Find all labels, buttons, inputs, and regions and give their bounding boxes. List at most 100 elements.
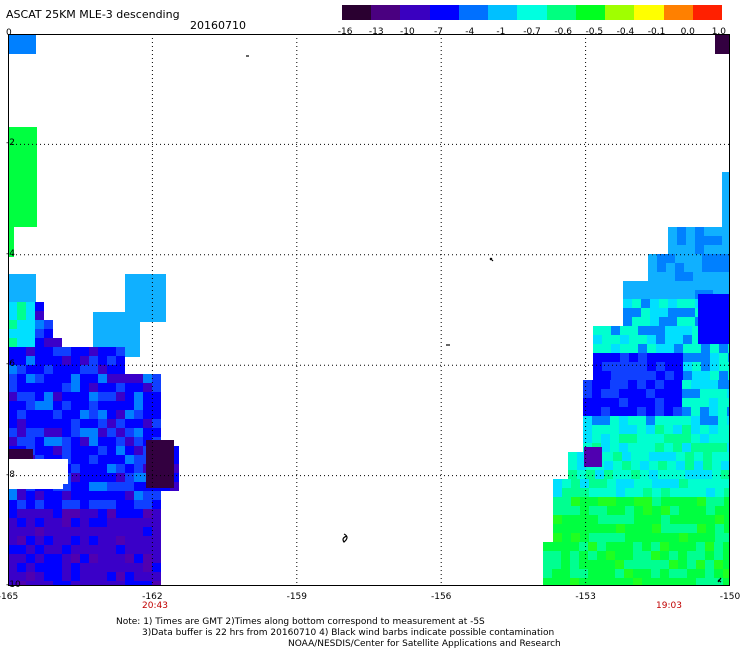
data-cell (624, 542, 633, 551)
data-cell (543, 560, 552, 569)
y-tick-label: 0 (6, 28, 12, 38)
data-cell (80, 392, 89, 401)
data-cell (98, 473, 107, 482)
data-cell (669, 542, 678, 551)
data-cell (723, 578, 730, 586)
data-cell (700, 425, 709, 434)
data-cell (709, 443, 718, 452)
data-cell (116, 563, 125, 572)
data-cell (586, 470, 595, 479)
data-cell (26, 518, 35, 527)
data-cell (53, 428, 62, 437)
data-cell (71, 509, 80, 518)
data-cell (71, 500, 80, 509)
data-cell (17, 437, 26, 446)
data-cell (723, 560, 730, 569)
data-cell (685, 470, 694, 479)
data-cell (579, 578, 588, 586)
data-cell (152, 563, 161, 572)
data-cell (26, 302, 35, 311)
data-cell (625, 533, 634, 542)
data-cell (604, 470, 613, 479)
data-cell (125, 536, 134, 545)
data-cell (89, 365, 98, 374)
data-cell (656, 335, 665, 344)
data-cell (553, 479, 562, 488)
data-cell (53, 446, 62, 455)
data-cell (17, 509, 26, 518)
data-cell (80, 374, 89, 383)
data-cell (17, 311, 26, 320)
data-cell (35, 419, 44, 428)
colorbar-segment (663, 5, 693, 20)
data-cell (648, 272, 657, 281)
data-cell (89, 518, 98, 527)
data-cell (655, 434, 664, 443)
data-cell (152, 572, 161, 581)
data-cell (638, 326, 647, 335)
data-cell (620, 326, 629, 335)
data-cell (643, 488, 652, 497)
data-cell (656, 353, 665, 362)
data-cell (597, 569, 606, 578)
data-cell (601, 380, 610, 389)
data-cell (674, 371, 683, 380)
data-cell (659, 317, 668, 326)
data-cell (125, 374, 134, 383)
data-cell (597, 542, 606, 551)
data-cell (125, 392, 134, 401)
data-cell (652, 524, 661, 533)
data-cell (134, 536, 143, 545)
swath-map (8, 34, 730, 586)
data-cell (80, 356, 89, 365)
data-cell (71, 419, 80, 428)
data-cell (651, 560, 660, 569)
data-cell (116, 455, 125, 464)
data-cell (715, 497, 724, 506)
data-cell (143, 383, 152, 392)
data-cell (718, 443, 727, 452)
data-cell (125, 383, 134, 392)
data-cell (125, 482, 134, 491)
data-cell (713, 245, 722, 254)
data-cell (687, 560, 696, 569)
data-cell (598, 533, 607, 542)
data-cell (727, 434, 730, 443)
data-cell (62, 437, 71, 446)
data-cell (638, 353, 647, 362)
data-cell (107, 392, 116, 401)
wind-swaths (8, 34, 730, 586)
x-tick-label: -165 (0, 592, 19, 602)
data-cell (62, 509, 71, 518)
data-cell (655, 425, 664, 434)
data-cell (71, 383, 80, 392)
data-cell (116, 401, 125, 410)
note-line-3: NOAA/NESDIS/Center for Satellite Applica… (288, 639, 561, 649)
data-cell (89, 455, 98, 464)
data-cell (134, 437, 143, 446)
data-cell (107, 428, 116, 437)
data-cell (107, 572, 116, 581)
data-cell (580, 479, 589, 488)
data-cell (613, 452, 622, 461)
data-cell (643, 497, 652, 506)
data-cell (682, 434, 691, 443)
data-cell (170, 455, 179, 464)
data-cell (620, 353, 629, 362)
data-cell (673, 380, 682, 389)
data-cell (597, 560, 606, 569)
data-cell (633, 542, 642, 551)
data-cell (668, 299, 677, 308)
data-cell (8, 347, 17, 356)
data-cell (71, 347, 80, 356)
data-cell (26, 509, 35, 518)
data-cell (712, 470, 721, 479)
data-cell (62, 410, 71, 419)
data-cell (665, 335, 674, 344)
data-cell (691, 416, 700, 425)
data-cell (170, 482, 179, 491)
data-cell (134, 563, 143, 572)
data-cell (666, 272, 675, 281)
data-cell (89, 563, 98, 572)
data-cell (606, 551, 615, 560)
